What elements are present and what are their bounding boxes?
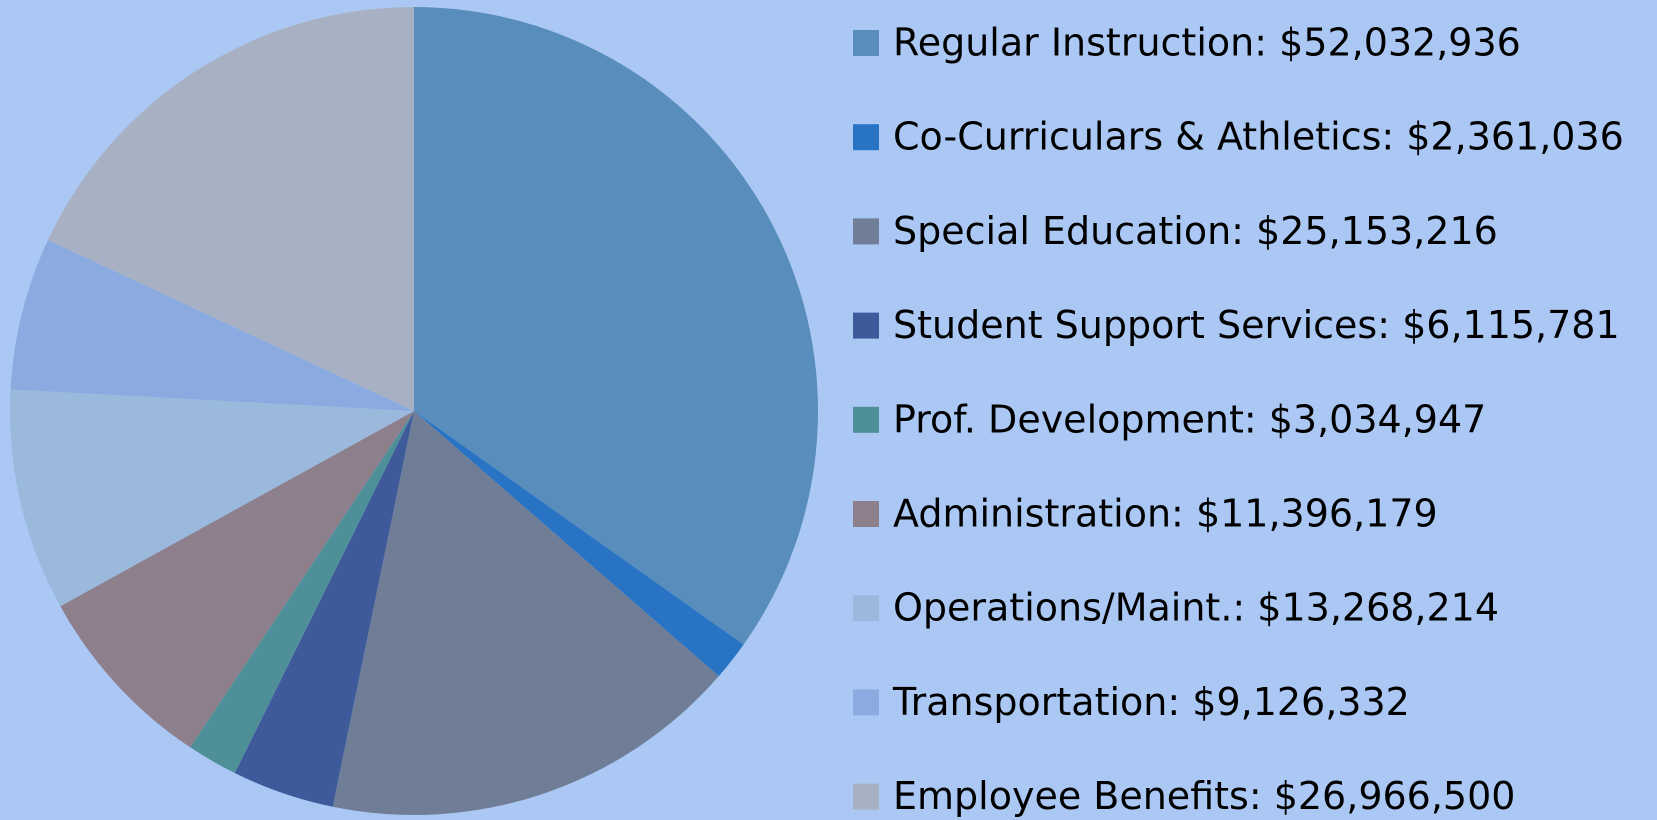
legend-label: Prof. Development: $3,034,947 bbox=[893, 397, 1486, 441]
legend-swatch bbox=[853, 312, 879, 339]
legend-label: Employee Benefits: $26,966,500 bbox=[893, 774, 1515, 818]
pie-slice bbox=[414, 7, 818, 645]
pie-slice bbox=[332, 411, 719, 815]
legend-swatch bbox=[853, 218, 879, 245]
legend-label: Special Education: $25,153,216 bbox=[893, 209, 1498, 253]
pie-slice bbox=[190, 411, 414, 774]
legend-label: Administration: $11,396,179 bbox=[893, 492, 1438, 536]
legend-swatch bbox=[853, 30, 879, 56]
pie-slice bbox=[234, 411, 414, 807]
pie-slice bbox=[10, 389, 415, 607]
legend-swatch bbox=[853, 124, 879, 151]
legend-swatch bbox=[853, 406, 879, 433]
pie-slice bbox=[414, 411, 744, 677]
pie-slice bbox=[10, 239, 414, 411]
legend-label: Co-Curriculars & Athletics: $2,361,036 bbox=[893, 115, 1624, 159]
pie-slice bbox=[60, 411, 415, 748]
legend-label: Operations/Maint.: $13,268,214 bbox=[893, 586, 1499, 630]
legend-swatch bbox=[853, 783, 879, 810]
pie-slice bbox=[47, 7, 414, 411]
legend-label: Student Support Services: $6,115,781 bbox=[893, 303, 1620, 347]
legend-label: Transportation: $9,126,332 bbox=[892, 680, 1410, 724]
legend-label: Regular Instruction: $52,032,936 bbox=[893, 21, 1521, 65]
legend-swatch bbox=[853, 501, 879, 527]
legend-swatch bbox=[853, 595, 879, 622]
legend-swatch bbox=[853, 689, 879, 716]
